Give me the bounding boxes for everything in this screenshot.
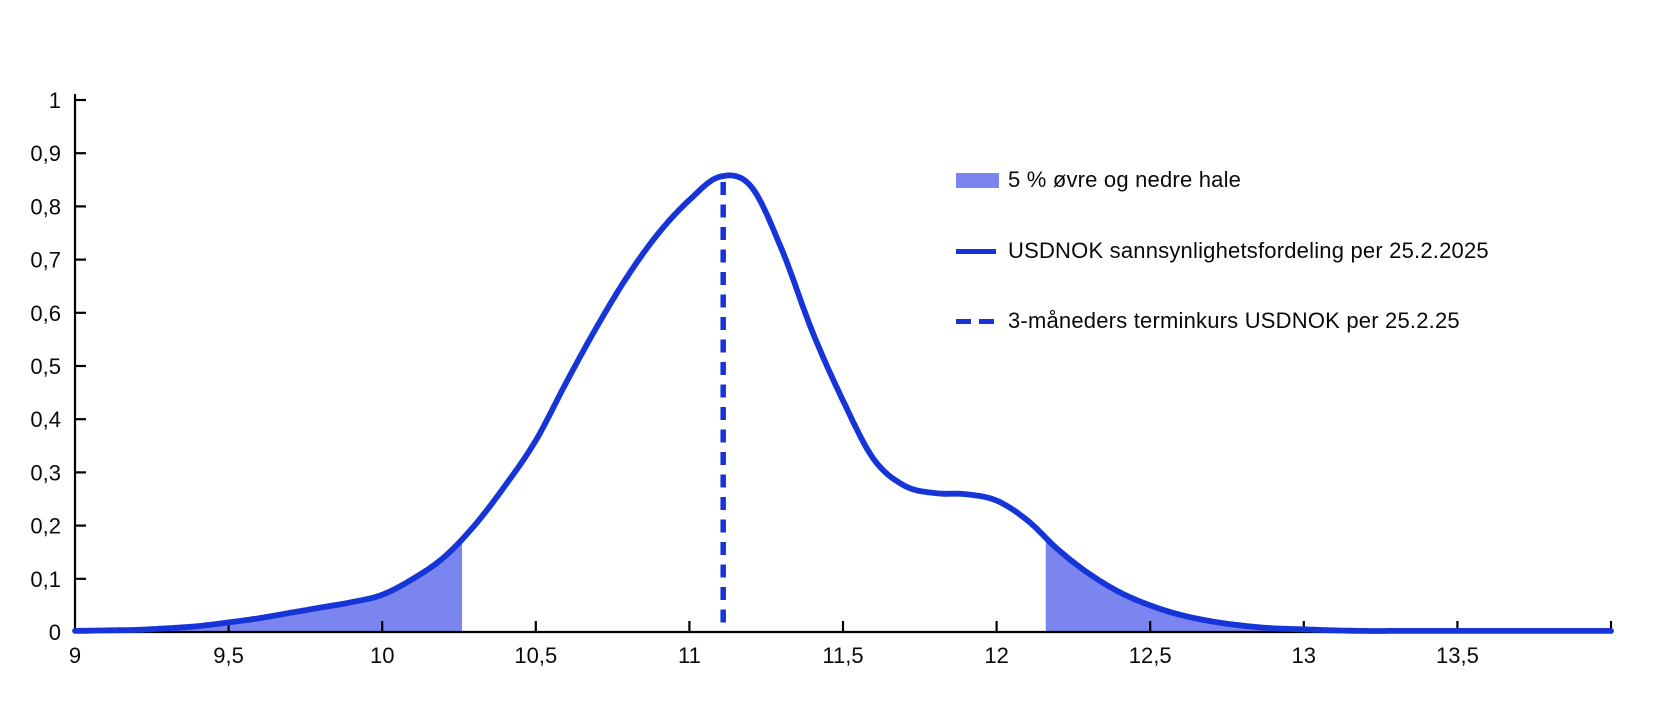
y-tick-label: 0,9 <box>30 141 61 166</box>
y-tick-label: 0,2 <box>30 514 61 539</box>
x-tick-label: 13,5 <box>1436 643 1479 668</box>
legend-item-forward-rate: 3-måneders terminkurs USDNOK per 25.2.25 <box>956 305 1460 337</box>
upper-tail-fill <box>1045 537 1611 632</box>
legend-label-forward-rate: 3-måneders terminkurs USDNOK per 25.2.25 <box>1008 308 1460 333</box>
x-tick-label: 12 <box>984 643 1008 668</box>
x-tick-label: 11,5 <box>822 643 863 668</box>
x-tick-label: 9,5 <box>213 643 244 668</box>
y-tick-label: 0 <box>49 620 61 645</box>
y-tick-label: 0,1 <box>30 567 61 592</box>
y-tick-label: 0,3 <box>30 460 61 485</box>
legend-label-tails: 5 % øvre og nedre hale <box>1008 167 1242 192</box>
y-tick-label: 0,4 <box>30 407 61 432</box>
x-tick-label: 13 <box>1292 643 1316 668</box>
distribution-line-swatch-icon <box>956 248 1000 254</box>
forward-rate-dash-swatch-icon <box>956 318 1000 324</box>
legend-label-distribution: USDNOK sannsynlighetsfordeling per 25.2.… <box>1008 238 1489 263</box>
distribution-curve <box>72 172 1614 634</box>
x-tick-label: 10,5 <box>514 643 557 668</box>
tail-fill-swatch-icon <box>956 172 1000 188</box>
y-tick-label: 1 <box>49 88 61 113</box>
y-tick-label: 0,7 <box>30 248 61 273</box>
legend-item-distribution: USDNOK sannsynlighetsfordeling per 25.2.… <box>956 235 1489 267</box>
x-tick-label: 9 <box>69 643 81 668</box>
y-tick-label: 0,6 <box>30 301 61 326</box>
legend-item-tails: 5 % øvre og nedre hale <box>956 164 1241 196</box>
x-tick-label: 10 <box>370 643 394 668</box>
x-tick-label: 11 <box>678 643 701 668</box>
y-tick-label: 0,5 <box>30 354 61 379</box>
y-tick-label: 0,8 <box>30 194 61 219</box>
lower-tail-fill <box>75 539 463 632</box>
x-tick-label: 12,5 <box>1129 643 1172 668</box>
